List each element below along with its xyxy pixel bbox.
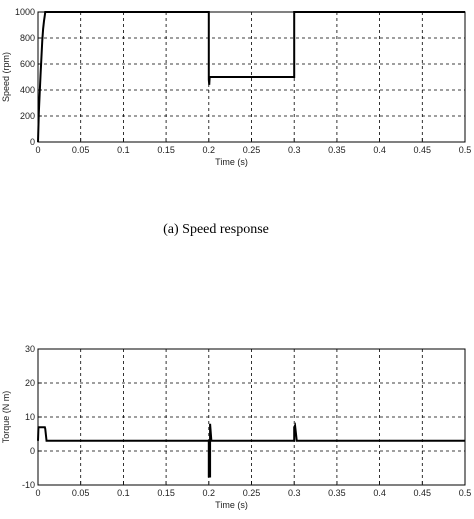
x-axis-label: Time (s)	[215, 500, 248, 510]
x-tick-label: 0.5	[459, 488, 472, 498]
y-tick-label: -10	[22, 480, 35, 490]
x-tick-label: 0.15	[157, 145, 175, 155]
x-tick-label: 0.45	[414, 145, 432, 155]
x-tick-label: 0.35	[328, 145, 346, 155]
x-tick-label: 0.05	[72, 145, 90, 155]
y-tick-label: 600	[20, 59, 35, 69]
x-tick-label: 0.45	[414, 488, 432, 498]
plot-frame	[37, 11, 466, 143]
x-tick-label: 0.3	[288, 145, 301, 155]
y-tick-label: 1000	[15, 7, 35, 17]
y-axis-label: Torque (N m)	[1, 391, 11, 444]
y-tick-label: 20	[25, 378, 35, 388]
x-tick-label: 0.5	[459, 145, 472, 155]
y-tick-label: 400	[20, 85, 35, 95]
x-tick-label: 0.05	[72, 488, 90, 498]
plot-frame	[37, 348, 466, 486]
figure-caption: (a) Speed response	[163, 222, 269, 237]
speed-chart: 0 0.05 0.1 0.15 0.2 0.25 0.3 0.35 0.4 0.45 0.5 0 200…	[1, 7, 471, 167]
y-tick-label: 0	[30, 137, 35, 147]
y-axis-label: Speed (rpm)	[1, 52, 11, 102]
y-tick-label: 30	[25, 344, 35, 354]
series-line	[37, 11, 465, 143]
torque-chart: 0 0.05 0.1 0.15 0.2 0.25 0.3 0.35 0.4 0.45 0.5-100…	[1, 344, 471, 510]
y-tick-label: 800	[20, 33, 35, 43]
series-line	[37, 422, 465, 478]
x-tick-label: 0.2	[203, 488, 216, 498]
x-tick-label: 0.3	[288, 488, 301, 498]
y-tick-label: 10	[25, 412, 35, 422]
x-tick-label: 0.2	[203, 145, 216, 155]
x-tick-label: 0.1	[117, 145, 130, 155]
x-tick-label: 0.35	[328, 488, 346, 498]
y-tick-label: 0	[30, 446, 35, 456]
x-tick-label: 0.4	[373, 145, 386, 155]
x-tick-label: 0.25	[243, 145, 261, 155]
x-tick-label: 0.25	[243, 488, 261, 498]
x-tick-label: 0	[35, 488, 40, 498]
x-tick-label: 0	[35, 145, 40, 155]
x-tick-label: 0.15	[157, 488, 175, 498]
y-tick-label: 200	[20, 111, 35, 121]
x-axis-label: Time (s)	[215, 157, 248, 167]
x-tick-label: 0.1	[117, 488, 130, 498]
x-tick-label: 0.4	[373, 488, 386, 498]
